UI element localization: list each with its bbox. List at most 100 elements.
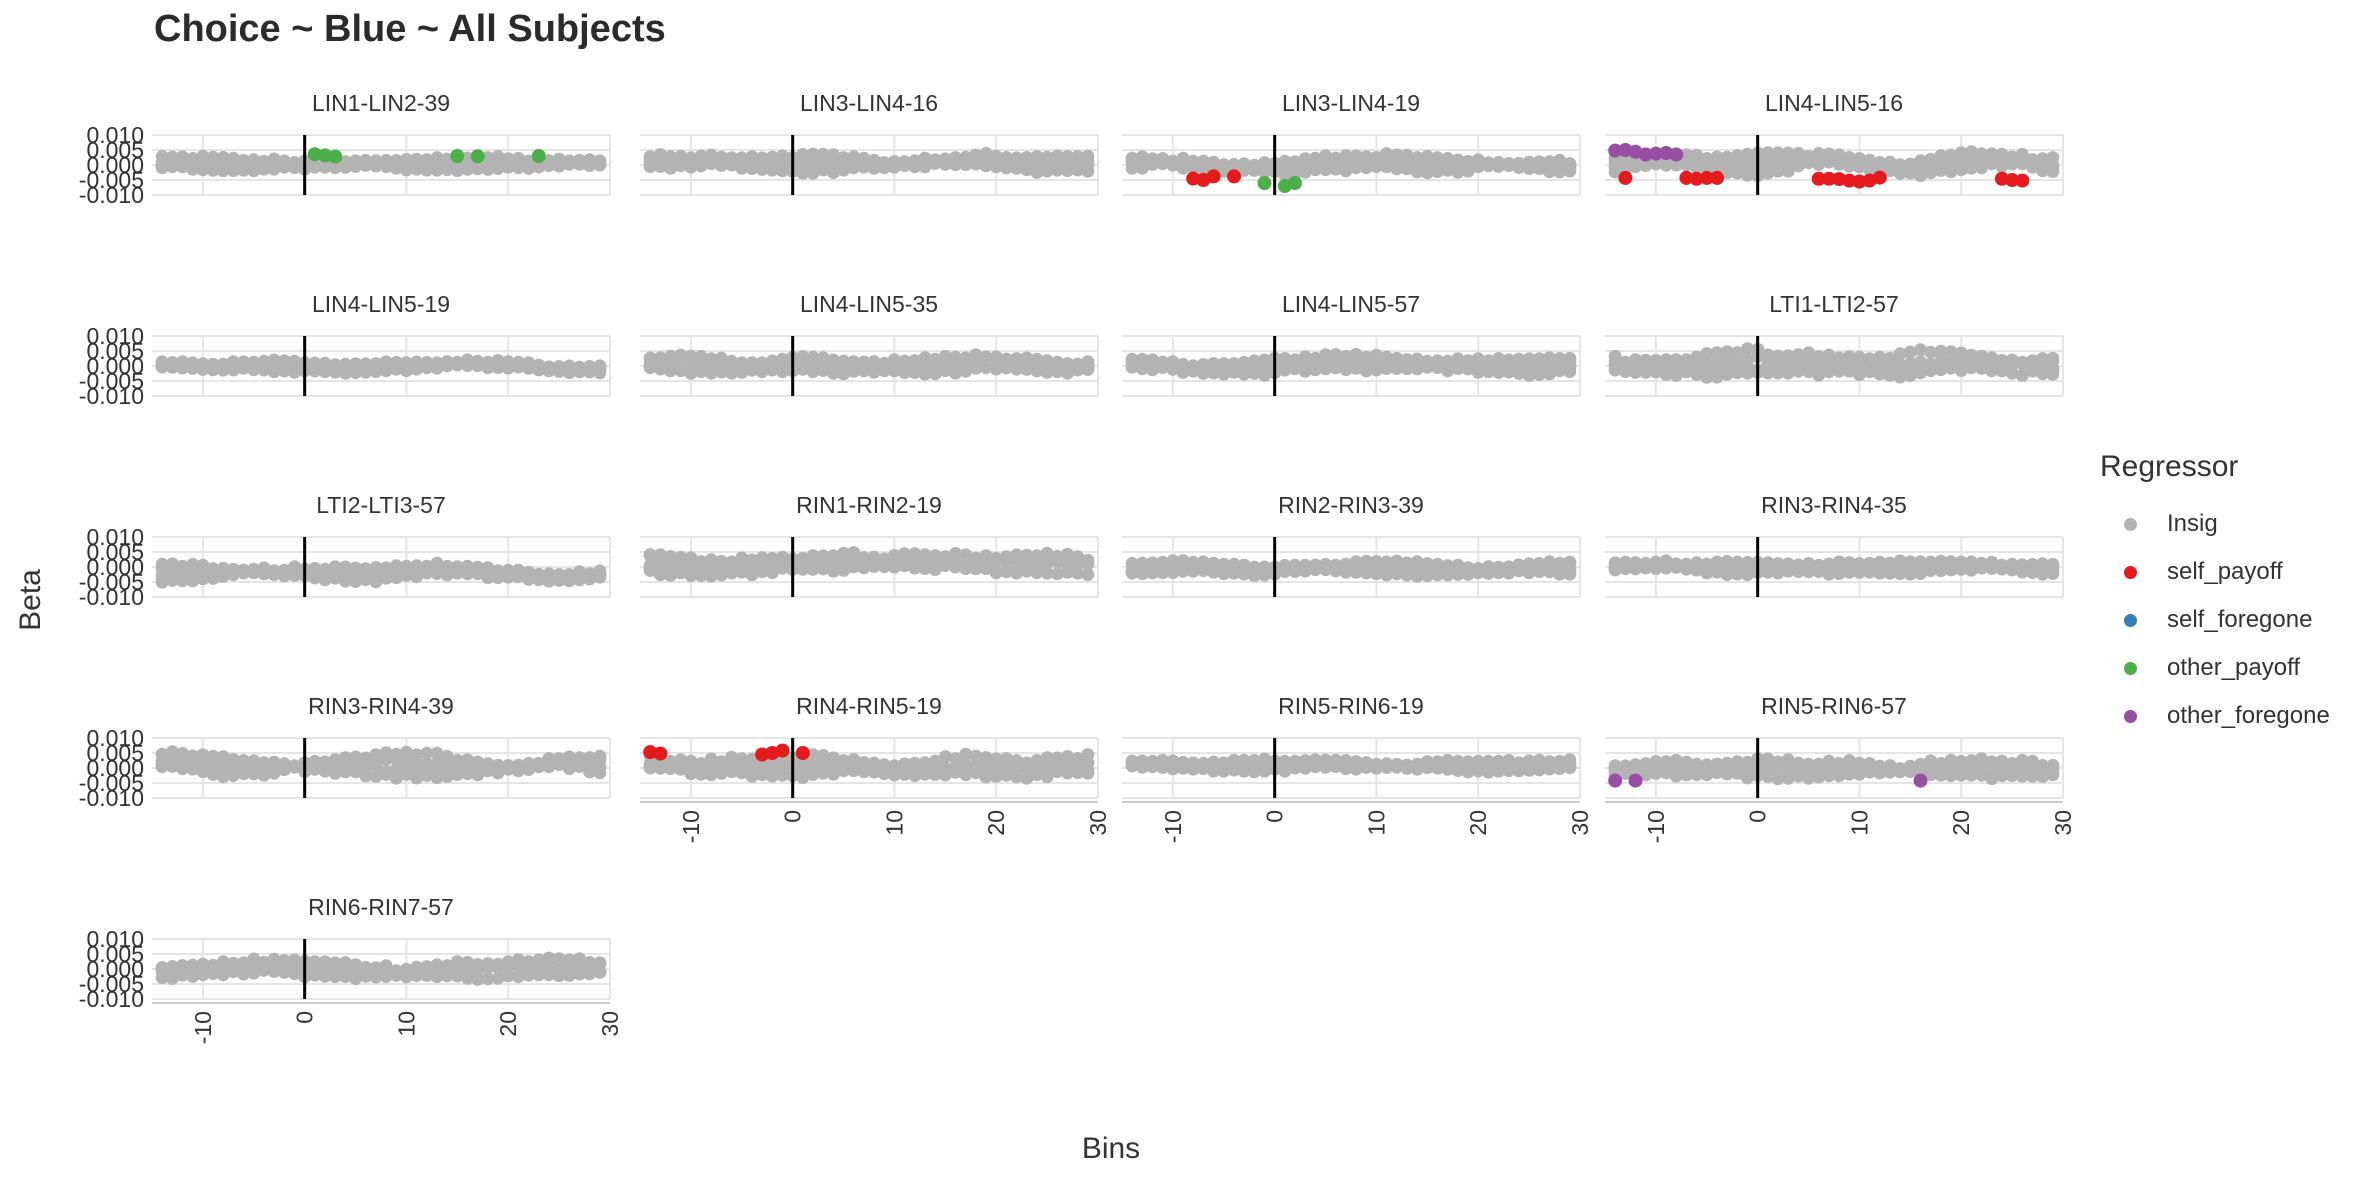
data-point-insig [1247,765,1261,779]
y-tick-label: 0.005 [86,338,144,364]
data-point-insig [1050,567,1064,581]
data-point-insig [165,745,179,759]
data-point-insig [1924,754,1938,768]
data-point-insig [1380,759,1394,773]
data-point-insig [1441,163,1455,177]
legend-key-self-payoff [2124,565,2137,579]
data-point-insig [1237,157,1251,171]
data-point-insig [1975,752,1989,766]
data-point-insig [1954,754,1968,768]
data-point-insig [237,361,251,375]
data-point-insig [1914,555,1927,569]
data-point-insig [1135,354,1149,368]
data-point-insig [1061,150,1074,163]
y-tick-label: 0.010 [86,524,144,550]
data-point-insig [308,160,322,174]
data-point-insig [1125,151,1139,165]
legend-label: other_foregone [2167,702,2330,729]
data-point-insig [1410,357,1424,371]
data-point-insig [1369,362,1383,376]
data-point-insig [1903,567,1917,581]
data-point-insig [765,354,779,368]
data-point-insig [1553,760,1567,774]
data-point-other-payoff [318,148,332,163]
data-point-insig [1639,353,1653,367]
data-point-insig [847,557,861,571]
data-point-insig [989,565,1003,579]
data-point-insig [776,164,789,178]
data-point-other-foregone [1608,773,1623,788]
data-point-insig [318,160,332,174]
data-point-insig [1298,364,1312,378]
data-point-insig [1451,362,1465,375]
data-point-insig [288,564,301,578]
data-point-insig [379,156,393,170]
data-point-insig [1802,353,1816,367]
data-point-insig [1629,353,1642,367]
data-point-insig [349,960,363,974]
data-point-insig [216,154,230,168]
data-point-insig [237,564,251,578]
data-point-insig [704,148,718,162]
data-point-self-payoff [2015,173,2030,188]
data-point-insig [562,571,576,585]
data-point-insig [1217,160,1231,174]
data-point-insig [806,155,820,169]
data-point-insig [928,357,942,371]
data-point-insig [1359,761,1373,774]
data-point-insig [796,156,810,170]
data-point-insig [155,360,169,374]
data-point-insig [369,760,383,774]
data-point-insig [1431,755,1444,769]
data-point-self-payoff [775,743,790,758]
y-tick-label: 0.000 [86,956,144,982]
data-point-insig [1741,767,1754,781]
data-point-self-payoff [1710,170,1724,185]
data-point-insig [1349,762,1363,776]
data-point-insig [816,749,830,763]
legend-key-other-payoff [2124,661,2137,675]
data-point-insig [887,551,901,565]
data-point-insig [1720,359,1734,373]
data-point-insig [867,758,881,772]
data-point-insig [206,757,220,771]
data-point-insig [979,762,993,776]
data-point-insig [257,158,271,172]
data-point-insig [1451,564,1465,578]
data-point-insig [1741,360,1754,374]
data-point-insig [684,358,698,371]
y-tick-label: 0.010 [86,725,144,751]
data-point-insig [1995,147,2009,161]
panel-rin5-rin6-57: RIN5-RIN6-57 -10 0 10 20 30 [1605,693,2076,843]
data-point-insig [1639,561,1653,575]
data-point-insig [226,154,240,168]
data-point-insig [1679,768,1693,782]
data-point-insig [979,361,993,375]
data-point-insig [1649,353,1663,367]
data-point-insig [1349,347,1363,361]
data-point-insig [857,157,871,171]
data-point-insig [1410,161,1424,175]
data-point-insig [532,160,546,174]
data-point-insig [2046,160,2060,174]
data-point-insig [2046,567,2060,580]
data-point-insig [1390,555,1404,569]
data-point-insig [308,968,322,982]
data-point-insig [1893,160,1907,173]
data-point-insig [501,969,515,983]
data-point-insig [1071,550,1085,564]
data-point-insig [471,755,485,769]
data-point-insig [369,561,383,574]
data-point-insig [725,759,739,773]
data-point-insig [1512,364,1526,378]
data-point-insig [430,967,444,981]
data-point-insig [1781,349,1795,363]
data-point-insig [1985,561,1999,574]
data-point-insig [349,972,363,985]
data-point-insig [430,759,444,773]
data-point-insig [1050,163,1064,177]
data-point-insig [928,754,942,768]
data-point-insig [1441,354,1455,368]
data-point-insig [1903,158,1917,172]
data-point-insig [379,746,393,760]
